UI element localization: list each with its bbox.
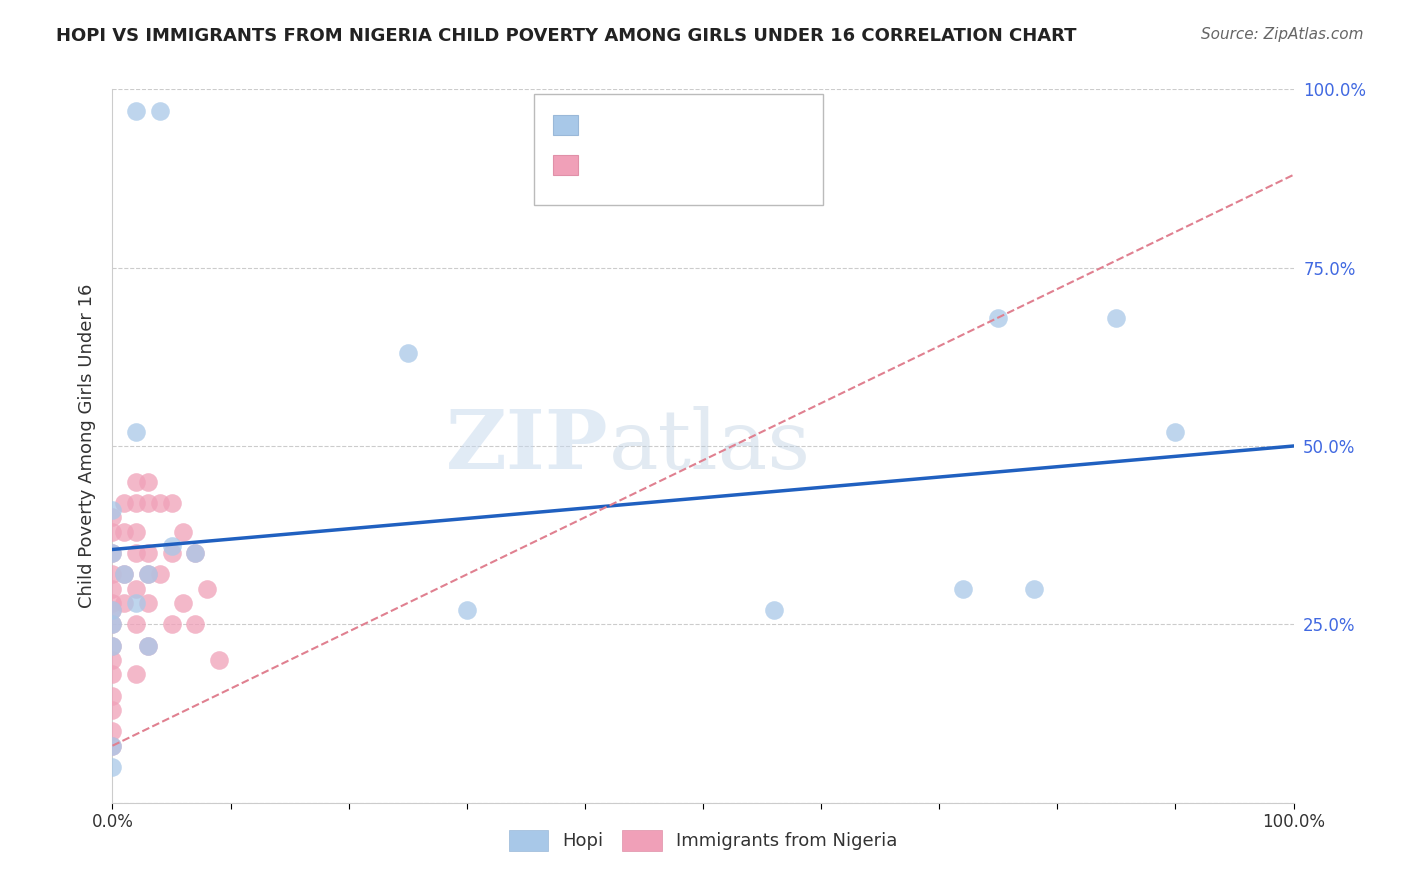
Point — [136, 496, 159, 510]
Point — [149, 103, 172, 118]
Text: Source: ZipAtlas.com: Source: ZipAtlas.com — [1201, 27, 1364, 42]
Point — [125, 596, 148, 610]
Text: ZIP: ZIP — [446, 406, 609, 486]
Point — [125, 103, 148, 118]
Point — [125, 524, 148, 539]
Point — [160, 496, 183, 510]
Point — [160, 546, 183, 560]
Point — [101, 639, 124, 653]
Text: N =: N = — [679, 155, 735, 175]
Point — [101, 546, 124, 560]
Text: N =: N = — [679, 115, 735, 135]
Point — [112, 567, 135, 582]
Point — [125, 475, 148, 489]
Point — [101, 653, 124, 667]
Point — [125, 667, 148, 681]
Text: 0.207: 0.207 — [627, 115, 689, 135]
Y-axis label: Child Poverty Among Girls Under 16: Child Poverty Among Girls Under 16 — [77, 284, 96, 608]
Point — [101, 603, 124, 617]
Point — [136, 546, 159, 560]
Point — [101, 567, 124, 582]
Point — [101, 596, 124, 610]
Point — [136, 596, 159, 610]
Point — [101, 703, 124, 717]
Point — [172, 596, 194, 610]
Point — [112, 596, 135, 610]
Point — [184, 546, 207, 560]
Point — [125, 582, 148, 596]
Point — [101, 617, 124, 632]
Legend: Hopi, Immigrants from Nigeria: Hopi, Immigrants from Nigeria — [502, 822, 904, 858]
Point — [195, 582, 218, 596]
Text: R =: R = — [588, 115, 630, 135]
Point — [208, 653, 231, 667]
Point — [149, 496, 172, 510]
Text: atlas: atlas — [609, 406, 811, 486]
Point — [952, 582, 974, 596]
Point — [101, 503, 124, 517]
Point — [1022, 582, 1045, 596]
Point — [136, 475, 159, 489]
Point — [149, 567, 172, 582]
Point — [762, 603, 785, 617]
Point — [101, 617, 124, 632]
Point — [101, 739, 124, 753]
Text: R =: R = — [588, 155, 630, 175]
Point — [1105, 310, 1128, 325]
Point — [184, 617, 207, 632]
Point — [101, 524, 124, 539]
Point — [136, 639, 159, 653]
Point — [125, 617, 148, 632]
Point — [456, 603, 478, 617]
Point — [184, 546, 207, 560]
Point — [101, 689, 124, 703]
Point — [101, 582, 124, 596]
Point — [136, 567, 159, 582]
Text: HOPI VS IMMIGRANTS FROM NIGERIA CHILD POVERTY AMONG GIRLS UNDER 16 CORRELATION C: HOPI VS IMMIGRANTS FROM NIGERIA CHILD PO… — [56, 27, 1077, 45]
Point — [101, 724, 124, 739]
Point — [101, 760, 124, 774]
Point — [1164, 425, 1187, 439]
Point — [112, 567, 135, 582]
Point — [101, 667, 124, 681]
Point — [136, 567, 159, 582]
Point — [987, 310, 1010, 325]
Point — [136, 639, 159, 653]
Point — [101, 510, 124, 524]
Point — [125, 496, 148, 510]
Point — [125, 546, 148, 560]
Point — [101, 639, 124, 653]
Text: 0.179: 0.179 — [627, 155, 689, 175]
Point — [396, 346, 419, 360]
Point — [101, 546, 124, 560]
Point — [101, 603, 124, 617]
Point — [101, 739, 124, 753]
Point — [112, 496, 135, 510]
Point — [172, 524, 194, 539]
Point — [125, 425, 148, 439]
Point — [112, 524, 135, 539]
Point — [160, 617, 183, 632]
Point — [160, 539, 183, 553]
Text: 43: 43 — [725, 155, 752, 175]
Text: 24: 24 — [725, 115, 752, 135]
